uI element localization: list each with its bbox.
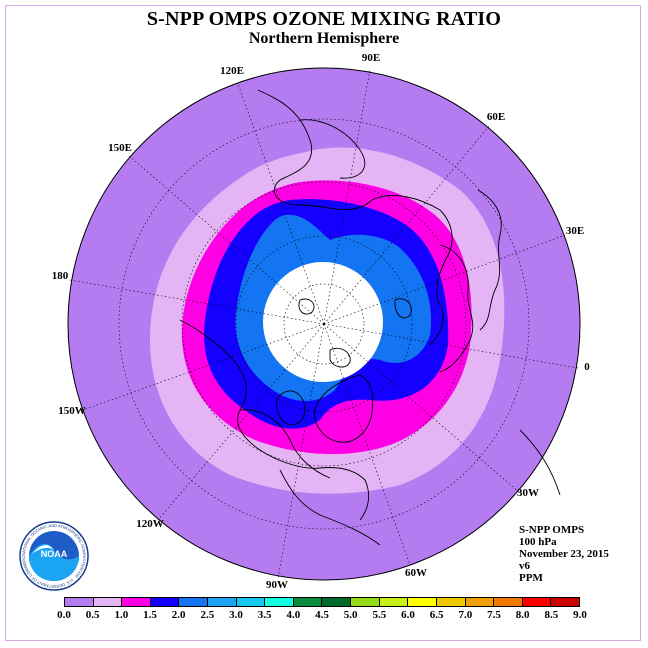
colorbar-swatch (494, 598, 523, 606)
colorbar (64, 597, 580, 607)
lon-label-30w: 30W (517, 487, 539, 499)
latitude-circles (118, 118, 530, 530)
colorbar-tick-label: 4.5 (315, 609, 329, 621)
colorbar-tick-label: 9.0 (573, 609, 587, 621)
colorbar-tick-label: 8.0 (515, 609, 530, 621)
lon-label-60w: 60W (405, 567, 427, 579)
lon-label-90e: 90E (362, 52, 380, 64)
lon-label-180: 180 (52, 270, 69, 282)
info-instrument: S-NPP OMPS (519, 524, 585, 536)
colorbar-tick-label: 7.0 (458, 609, 473, 621)
info-units: PPM (519, 572, 543, 584)
colorbar-tick-label: 7.5 (487, 609, 501, 621)
colorbar-tick-label: 2.0 (171, 609, 186, 621)
lon-label-60e: 60E (487, 111, 505, 123)
pole-no-data (263, 262, 383, 382)
colorbar-tick-label: 1.0 (114, 609, 129, 621)
info-block: S-NPP OMPS 100 hPa November 23, 2015 v6 … (519, 524, 609, 584)
map-title: S-NPP OMPS OZONE MIXING RATIO (146, 8, 502, 30)
colorbar-tick-label: 1.5 (143, 609, 157, 621)
figure-frame (5, 5, 641, 641)
coastlines (179, 89, 561, 546)
colorbar-swatch (351, 598, 380, 606)
colorbar-swatch (465, 598, 495, 606)
colorbar-swatch (551, 598, 579, 606)
colorbar-swatch (208, 598, 237, 606)
colorbar-tick-label: 4.0 (286, 609, 301, 621)
colorbar-tick-label: 2.5 (200, 609, 215, 621)
colorbar-swatch (265, 598, 294, 606)
info-level: 100 hPa (519, 536, 557, 548)
colorbar-swatch (65, 598, 94, 606)
colorbar-swatch (179, 598, 209, 606)
colorbar-tick-label: 6.0 (401, 609, 415, 621)
colorbar-ticks: 0.0 0.5 1.0 1.5 2.0 2.5 3.0 3.5 4.0 4.5 5.0 5.5 6.0 6… (0, 609, 648, 623)
meridians (69, 69, 579, 579)
lon-label-0: 0 (584, 361, 590, 373)
logo-text: NOAA (41, 549, 68, 559)
info-date: November 23, 2015 (519, 548, 609, 560)
colorbar-swatch (408, 598, 437, 606)
colorbar-swatch (150, 598, 180, 606)
lon-label-90w: 90W (266, 579, 288, 591)
lon-label-120e: 120E (220, 65, 244, 77)
lon-label-120w: 120W (136, 518, 164, 530)
colorbar-swatch (379, 598, 409, 606)
map-boundary (67, 67, 581, 581)
colorbar-swatch (236, 598, 266, 606)
colorbar-tick-label: 0.0 (57, 609, 71, 621)
colorbar-swatch (322, 598, 352, 606)
colorbar-swatch (436, 598, 466, 606)
noaa-logo: NOAA NATIONAL OCEANIC AND ATMOSPHERIC AD… (18, 520, 89, 591)
lon-label-150e: 150E (108, 142, 132, 154)
colorbar-swatch (122, 598, 151, 606)
lon-label-30e: 30E (566, 225, 584, 237)
colorbar-swatch (293, 598, 323, 606)
colorbar-tick-label: 5.5 (372, 609, 387, 621)
colorbar-tick-label: 8.5 (544, 609, 559, 621)
colorbar-tick-label: 3.0 (229, 609, 243, 621)
colorbar-tick-label: 6.5 (429, 609, 444, 621)
colorbar-tick-label: 5.0 (343, 609, 358, 621)
info-version: v6 (519, 560, 530, 572)
colorbar-swatch (522, 598, 552, 606)
colorbar-swatch (93, 598, 123, 606)
colorbar-tick-label: 0.5 (85, 609, 100, 621)
lon-label-150w: 150W (58, 405, 86, 417)
map-subtitle: Northern Hemisphere (248, 30, 400, 47)
colorbar-tick-label: 3.5 (257, 609, 272, 621)
